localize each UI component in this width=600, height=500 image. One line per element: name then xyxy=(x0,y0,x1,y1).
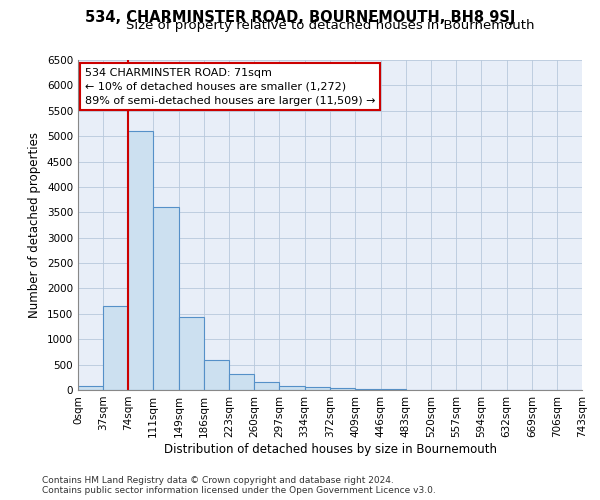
Bar xyxy=(280,386,305,390)
Text: 534, CHARMINSTER ROAD, BOURNEMOUTH, BH8 9SJ: 534, CHARMINSTER ROAD, BOURNEMOUTH, BH8 … xyxy=(85,10,515,25)
Bar xyxy=(355,389,380,390)
Y-axis label: Number of detached properties: Number of detached properties xyxy=(28,132,41,318)
X-axis label: Distribution of detached houses by size in Bournemouth: Distribution of detached houses by size … xyxy=(163,442,497,456)
Bar xyxy=(331,388,355,390)
Bar xyxy=(305,388,331,390)
Bar xyxy=(103,306,128,390)
Bar xyxy=(128,131,153,390)
Title: Size of property relative to detached houses in Bournemouth: Size of property relative to detached ho… xyxy=(126,20,534,32)
Text: 534 CHARMINSTER ROAD: 71sqm
← 10% of detached houses are smaller (1,272)
89% of : 534 CHARMINSTER ROAD: 71sqm ← 10% of det… xyxy=(85,68,375,106)
Bar xyxy=(153,207,179,390)
Text: Contains HM Land Registry data © Crown copyright and database right 2024.
Contai: Contains HM Land Registry data © Crown c… xyxy=(42,476,436,495)
Bar xyxy=(78,386,103,390)
Bar xyxy=(229,374,254,390)
Bar xyxy=(179,318,204,390)
Bar xyxy=(204,360,229,390)
Bar xyxy=(254,382,280,390)
